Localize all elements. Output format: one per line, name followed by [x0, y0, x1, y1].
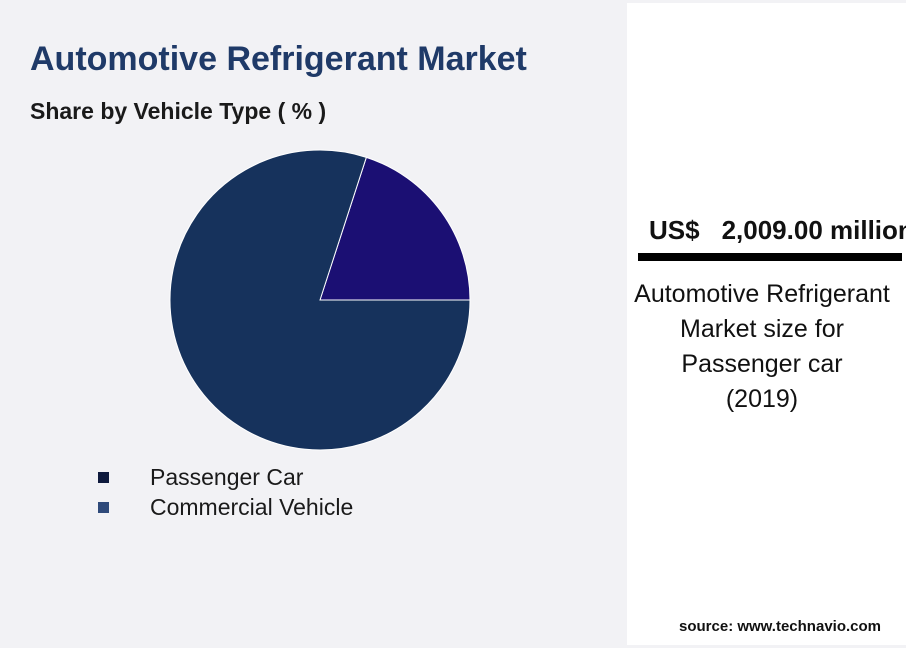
pie-slice-passenger-car	[169, 149, 471, 451]
chart-title: Automotive Refrigerant Market	[30, 40, 527, 78]
market-description: Automotive Refrigerant Market size for P…	[627, 277, 897, 417]
currency-label: US$	[649, 215, 700, 245]
market-value: US$ 2,009.00 million	[649, 215, 906, 246]
legend-item-passenger-car: Passenger Car	[98, 462, 353, 492]
chart-subtitle: Share by Vehicle Type ( % )	[30, 98, 327, 124]
pie-chart	[169, 149, 471, 451]
value-divider	[638, 253, 902, 261]
source-credit: source: www.technavio.com	[679, 618, 881, 635]
highlight-panel: US$ 2,009.00 million Automotive Refrigera…	[627, 3, 906, 645]
market-year: (2019)	[725, 385, 799, 413]
market-description-text: Automotive Refrigerant Market size for P…	[634, 280, 890, 378]
pie-slice-commercial-vehicle	[319, 156, 471, 301]
legend-label: Passenger Car	[150, 463, 304, 490]
legend-swatch-commercial-vehicle	[98, 501, 109, 513]
legend-item-commercial-vehicle: Commercial Vehicle	[98, 492, 353, 522]
legend-label: Commercial Vehicle	[150, 493, 354, 520]
legend-swatch-passenger-car	[98, 471, 109, 483]
chart-legend: Passenger Car Commercial Vehicle	[98, 462, 353, 522]
chart-panel: Automotive Refrigerant Market Share by V…	[30, 40, 527, 522]
market-value-amount: 2,009.00 million	[721, 215, 906, 245]
